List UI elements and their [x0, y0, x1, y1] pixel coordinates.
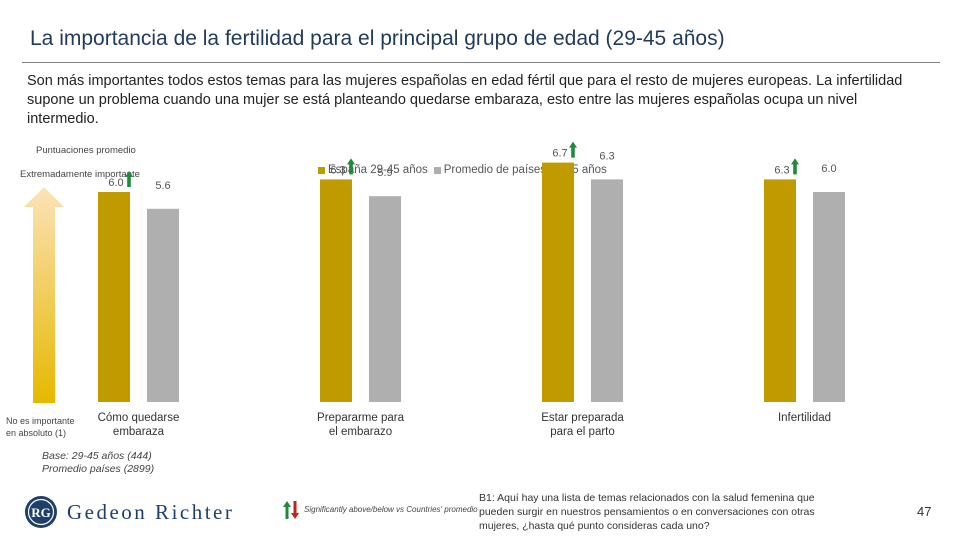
bar-spain-2	[320, 179, 352, 402]
value-label-spain-4: 6.3	[774, 164, 789, 176]
bar-average-3	[591, 179, 623, 402]
slide-title: La importancia de la fertilidad para el …	[30, 27, 725, 50]
chart-subtitle: Puntuaciones promedio	[36, 145, 136, 156]
base-note: Base: 29-45 años (444) Promedio países (…	[42, 450, 154, 476]
logo-mark-letters: RG	[31, 505, 51, 520]
category-label-2: Prepararme para el embarazo	[317, 412, 405, 438]
bar-spain-4	[764, 179, 796, 402]
value-label-average-1: 5.6	[155, 180, 170, 192]
title-rule	[22, 62, 940, 63]
legend-swatch-average	[433, 166, 441, 174]
significance-up-arrow-icon	[125, 171, 133, 187]
logo-text: Gedeon Richter	[67, 499, 235, 524]
intro-text: Son más importantes todos estos temas pa…	[27, 73, 903, 127]
legend-label-spain: España 29-45 años	[328, 164, 428, 176]
logo-mark-icon: RG	[25, 496, 57, 528]
value-label-average-2: 5.9	[377, 167, 392, 179]
page-number: 47	[917, 504, 932, 519]
bar-average-4	[813, 192, 845, 402]
legend-swatch-spain	[318, 166, 325, 174]
significance-up-arrow-icon	[791, 158, 799, 175]
significance-up-arrow-icon	[347, 158, 355, 175]
significance-up-arrow-icon	[569, 141, 577, 158]
category-label-3: Estar preparada para el parto	[541, 412, 624, 438]
significance-legend-text: Significantly above/below vs Countries' …	[304, 505, 478, 514]
bar-average-1	[147, 208, 179, 402]
value-label-spain-1: 6.0	[108, 177, 123, 189]
scale-bottom-label: No es importante en absoluto (1)	[6, 416, 75, 438]
significance-legend: Significantly above/below vs Countries' …	[282, 500, 478, 520]
value-label-spain-3: 6.7	[552, 148, 567, 160]
base-line-2: Promedio países (2899)	[42, 463, 155, 475]
value-label-average-4: 6.0	[821, 163, 836, 175]
legend-item-spain: España 29-45 años	[318, 164, 428, 176]
bar-spain-3	[542, 162, 574, 402]
logo: RG Gedeon Richter	[24, 495, 234, 529]
bar-spain-1	[98, 192, 130, 402]
up-down-arrows-icon	[283, 501, 299, 519]
category-label-4: Infertilidad	[778, 412, 831, 424]
category-label-1: Cómo quedarse embaraza	[98, 412, 180, 438]
scale-top-label: Extremadamente importante	[20, 169, 140, 180]
value-label-average-3: 6.3	[599, 150, 614, 162]
value-label-spain-2: 6.3	[330, 164, 345, 176]
question-text: B1: Aquí hay una lista de temas relacion…	[479, 492, 815, 532]
importance-scale-arrow	[24, 187, 64, 403]
bar-average-2	[369, 196, 401, 402]
base-line-1: Base: 29-45 años (444)	[42, 450, 152, 462]
